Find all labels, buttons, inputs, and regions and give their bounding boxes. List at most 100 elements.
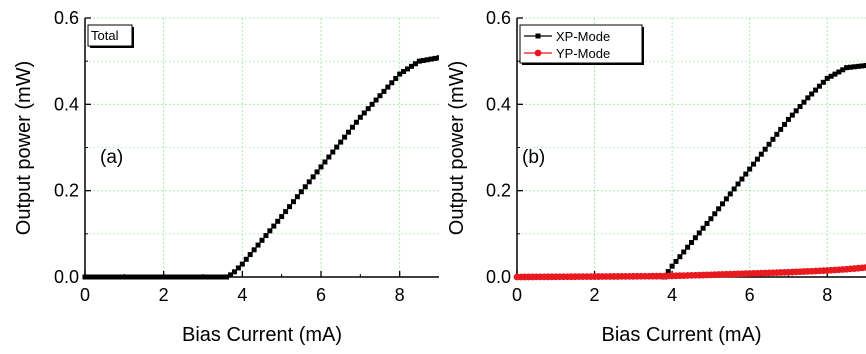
data-point bbox=[716, 206, 722, 212]
data-point bbox=[669, 263, 675, 269]
data-point bbox=[762, 146, 768, 152]
y-tick-label: 0.6 bbox=[486, 8, 511, 28]
data-point bbox=[102, 274, 108, 280]
data-point bbox=[330, 149, 336, 155]
data-point bbox=[377, 93, 383, 99]
legend-entry-label: Total bbox=[91, 28, 119, 43]
data-point bbox=[747, 166, 753, 172]
data-point bbox=[420, 57, 426, 63]
data-point bbox=[813, 87, 819, 93]
data-point bbox=[113, 274, 119, 280]
data-point bbox=[239, 261, 245, 267]
data-point bbox=[149, 274, 155, 280]
x-tick-label: 8 bbox=[395, 285, 405, 305]
x-tick-label: 0 bbox=[80, 285, 90, 305]
data-point bbox=[735, 181, 741, 187]
data-point bbox=[863, 62, 866, 68]
data-point bbox=[820, 79, 826, 85]
data-point bbox=[369, 101, 375, 107]
data-point bbox=[90, 274, 96, 280]
data-point bbox=[117, 274, 123, 280]
data-point bbox=[405, 66, 411, 72]
data-point bbox=[855, 63, 861, 69]
data-point bbox=[161, 274, 167, 280]
data-point bbox=[692, 235, 698, 241]
data-point bbox=[677, 254, 683, 260]
data-point bbox=[106, 274, 112, 280]
data-point bbox=[789, 112, 795, 118]
data-point bbox=[298, 189, 304, 195]
data-point bbox=[204, 274, 210, 280]
x-axis-title: Bias Current (mA) bbox=[182, 324, 342, 346]
data-point bbox=[184, 274, 190, 280]
data-point bbox=[172, 274, 178, 280]
data-point bbox=[294, 194, 300, 200]
data-point bbox=[801, 99, 807, 105]
data-point bbox=[334, 144, 340, 150]
data-point bbox=[212, 274, 218, 280]
data-point bbox=[287, 204, 293, 210]
data-point bbox=[192, 274, 198, 280]
data-point bbox=[782, 121, 788, 127]
data-point bbox=[751, 161, 757, 167]
data-point bbox=[208, 274, 214, 280]
panel-label: (b) bbox=[522, 147, 545, 168]
series-yp-mode bbox=[513, 264, 866, 281]
data-point bbox=[342, 134, 348, 140]
data-point bbox=[322, 159, 328, 165]
data-point bbox=[401, 69, 407, 75]
data-point bbox=[770, 136, 776, 142]
data-point bbox=[436, 55, 439, 61]
data-point bbox=[731, 186, 737, 192]
y-tick-label: 0.2 bbox=[486, 181, 511, 201]
data-point bbox=[338, 139, 344, 145]
data-point bbox=[665, 269, 671, 275]
data-point bbox=[357, 114, 363, 120]
data-point bbox=[346, 129, 352, 135]
data-point bbox=[228, 272, 234, 278]
data-point bbox=[188, 274, 194, 280]
data-point bbox=[673, 258, 679, 264]
y-tick-label: 0.0 bbox=[54, 267, 79, 287]
data-point bbox=[283, 209, 289, 215]
data-point bbox=[700, 225, 706, 231]
data-point bbox=[255, 242, 261, 248]
series-layer bbox=[82, 55, 439, 280]
data-point bbox=[314, 169, 320, 175]
data-point bbox=[180, 274, 186, 280]
data-point bbox=[832, 71, 838, 77]
data-point bbox=[263, 233, 269, 239]
data-point bbox=[432, 55, 438, 61]
data-point bbox=[133, 274, 139, 280]
data-point bbox=[275, 218, 281, 224]
data-point bbox=[844, 65, 850, 71]
x-tick-label: 8 bbox=[822, 285, 832, 305]
data-point bbox=[381, 88, 387, 94]
series-total bbox=[82, 55, 439, 280]
legend-entry-label: YP-Mode bbox=[556, 46, 610, 61]
data-point bbox=[141, 274, 147, 280]
data-point bbox=[290, 199, 296, 205]
data-point bbox=[326, 154, 332, 160]
data-point bbox=[196, 274, 202, 280]
data-point bbox=[361, 110, 367, 116]
data-point bbox=[306, 179, 312, 185]
y-tick-label: 0.4 bbox=[54, 94, 79, 114]
x-tick-label: 0 bbox=[512, 285, 522, 305]
data-point bbox=[809, 91, 815, 97]
data-point bbox=[153, 274, 159, 280]
data-point bbox=[251, 247, 257, 253]
data-point bbox=[98, 274, 104, 280]
legend-box bbox=[87, 24, 133, 47]
data-point bbox=[723, 196, 729, 202]
series-layer bbox=[513, 62, 866, 281]
data-point bbox=[82, 274, 88, 280]
data-point bbox=[373, 97, 379, 103]
data-point bbox=[828, 73, 834, 79]
data-point bbox=[279, 214, 285, 220]
data-point bbox=[840, 67, 846, 73]
data-point bbox=[271, 223, 277, 229]
data-point bbox=[137, 274, 143, 280]
data-point bbox=[797, 103, 803, 109]
data-point bbox=[859, 63, 865, 69]
